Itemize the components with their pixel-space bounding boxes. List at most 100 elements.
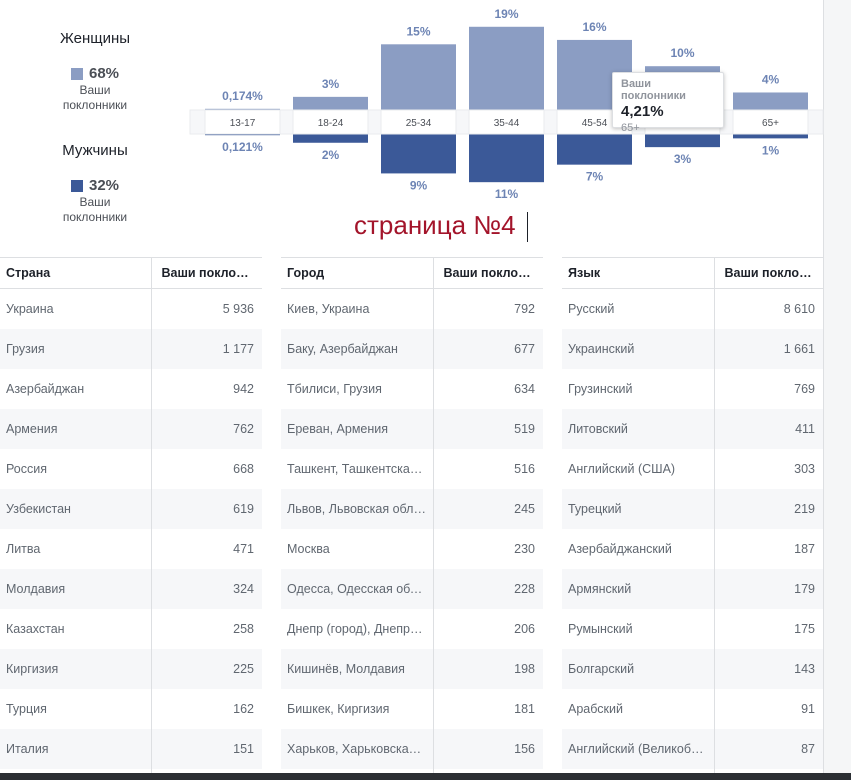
legend-men-pct: 32% xyxy=(88,177,120,194)
country-fans-col-header[interactable]: Ваши поклонники xyxy=(150,257,262,289)
age-tick-label: 35-44 xyxy=(494,118,520,129)
age-gender-chart: 13-17 0,174% 0,121% 18-24 3% 2% 25-34 15% 9% 35-4… xyxy=(189,7,824,201)
table-row[interactable]: Грузинский 769 xyxy=(562,369,823,409)
table-row[interactable]: Бишкек, Киргизия 181 xyxy=(281,689,543,729)
table-row[interactable]: Тбилиси, Грузия 634 xyxy=(281,369,543,409)
legend-women-sub2: поклонники xyxy=(62,98,128,112)
row-value: 198 xyxy=(432,649,543,689)
table-row[interactable]: Ташкент, Ташкентская область516 xyxy=(281,449,543,489)
men-bar[interactable] xyxy=(733,132,808,139)
table-row[interactable]: Армения 762 xyxy=(0,409,262,449)
men-bar[interactable] xyxy=(469,132,544,183)
table-row[interactable]: Москва 230 xyxy=(281,529,543,569)
women-value-label: 10% xyxy=(670,46,694,60)
table-row[interactable]: Киев, Украина 792 xyxy=(281,288,543,329)
women-bar[interactable] xyxy=(381,44,456,112)
age-tick-label: 25-34 xyxy=(406,118,432,129)
legend-women: Женщины 68% Ваши поклонники xyxy=(40,30,150,112)
table-row[interactable]: Английский (США) 303 xyxy=(562,449,823,489)
row-label: Армения xyxy=(0,409,151,449)
legend-women-pct: 68% xyxy=(88,65,120,82)
table-row[interactable]: Баку, Азербайджан 677 xyxy=(281,329,543,369)
table-row[interactable]: Львов, Львовская область 245 xyxy=(281,489,543,529)
row-value: 677 xyxy=(432,329,543,369)
row-label: Молдавия xyxy=(0,569,151,609)
table-row[interactable]: Болгарский 143 xyxy=(562,649,823,689)
page-caption[interactable]: страница №4 xyxy=(354,210,516,240)
table-row[interactable]: Литва 471 xyxy=(0,529,262,569)
city-col-header[interactable]: Город xyxy=(281,257,433,289)
row-label: Львов, Львовская область xyxy=(281,489,433,529)
row-label: Армянский xyxy=(562,569,714,609)
country-col-header[interactable]: Страна xyxy=(0,257,151,289)
women-swatch xyxy=(70,67,83,80)
table-row[interactable]: Россия 668 xyxy=(0,449,262,489)
row-value: 1 177 xyxy=(150,329,262,369)
women-bar[interactable] xyxy=(469,26,544,113)
women-value-label: 16% xyxy=(582,20,606,34)
men-bar[interactable] xyxy=(645,132,720,148)
table-row[interactable]: Литовский 411 xyxy=(562,409,823,449)
row-value: 303 xyxy=(713,449,823,489)
city-fans-col-header[interactable]: Ваши поклонники xyxy=(432,257,543,289)
row-value: 769 xyxy=(713,369,823,409)
table-row[interactable]: Азербайджан 942 xyxy=(0,369,262,409)
row-value: 5 936 xyxy=(150,288,262,329)
women-value-label: 15% xyxy=(406,24,430,38)
row-value: 519 xyxy=(432,409,543,449)
taskbar-strip xyxy=(0,773,851,780)
row-value: 634 xyxy=(432,369,543,409)
men-bar[interactable] xyxy=(293,132,368,143)
table-row[interactable]: Грузия 1 177 xyxy=(0,329,262,369)
row-value: 228 xyxy=(432,569,543,609)
row-label: Тбилиси, Грузия xyxy=(287,382,382,396)
row-label: Арабский xyxy=(568,702,623,716)
table-row[interactable]: Казахстан 258 xyxy=(0,609,262,649)
legend-women-sub1: Ваши xyxy=(79,83,111,97)
table-row[interactable]: Молдавия 324 xyxy=(0,569,262,609)
legend-women-title: Женщины xyxy=(59,30,131,47)
table-row[interactable]: Азербайджанский 187 xyxy=(562,529,823,569)
table-row[interactable]: Одесса, Одесская область 228 xyxy=(281,569,543,609)
row-value: 411 xyxy=(713,409,823,449)
age-tick-label: 65+ xyxy=(762,118,779,129)
table-row[interactable]: Армянский 179 xyxy=(562,569,823,609)
row-label: Узбекистан xyxy=(0,489,151,529)
table-row[interactable]: Харьков, Харьковская область156 xyxy=(281,729,543,769)
row-value: 245 xyxy=(432,489,543,529)
row-label: Киргизия xyxy=(0,649,151,689)
table-row[interactable]: Турецкий 219 xyxy=(562,489,823,529)
row-value: 762 xyxy=(150,409,262,449)
men-bar[interactable] xyxy=(381,132,456,174)
women-bar[interactable] xyxy=(733,92,808,112)
language-fans-col-header[interactable]: Ваши поклонники xyxy=(713,257,823,289)
row-value: 1 661 xyxy=(713,329,823,369)
language-table: Язык Ваши поклонники Русский 8 610Украинс… xyxy=(562,257,823,777)
table-row[interactable]: Италия 151 xyxy=(0,729,262,769)
table-row[interactable]: Украина 5 936 xyxy=(0,288,262,329)
row-label: Ереван, Армения xyxy=(281,409,433,449)
men-value-label: 9% xyxy=(410,178,428,192)
table-row[interactable]: Ереван, Армения 519 xyxy=(281,409,543,449)
tooltip-value: 4,21% xyxy=(621,103,664,120)
table-row[interactable]: Английский (Великобритания)87 xyxy=(562,729,823,769)
table-row[interactable]: Русский 8 610 xyxy=(562,288,823,329)
table-row[interactable]: Днепр (город), Днепропетровская область2… xyxy=(281,609,543,649)
table-row[interactable]: Арабский 91 xyxy=(562,689,823,729)
language-col-header[interactable]: Язык xyxy=(562,257,714,289)
row-value: 792 xyxy=(432,288,543,329)
table-row[interactable]: Турция 162 xyxy=(0,689,262,729)
men-bar[interactable] xyxy=(557,132,632,165)
table-row[interactable]: Узбекистан 619 xyxy=(0,489,262,529)
row-value: 471 xyxy=(150,529,262,569)
row-label: Баку, Азербайджан xyxy=(281,329,433,369)
table-row[interactable]: Румынский 175 xyxy=(562,609,823,649)
table-row[interactable]: Украинский 1 661 xyxy=(562,329,823,369)
text-caret xyxy=(527,212,528,242)
table-row[interactable]: Киргизия 225 xyxy=(0,649,262,689)
men-value-label: 11% xyxy=(495,187,519,201)
table-row[interactable]: Кишинёв, Молдавия 198 xyxy=(281,649,543,689)
women-value-label: 0,174% xyxy=(222,89,263,103)
row-value: 206 xyxy=(432,609,543,649)
women-bar[interactable] xyxy=(293,96,368,112)
